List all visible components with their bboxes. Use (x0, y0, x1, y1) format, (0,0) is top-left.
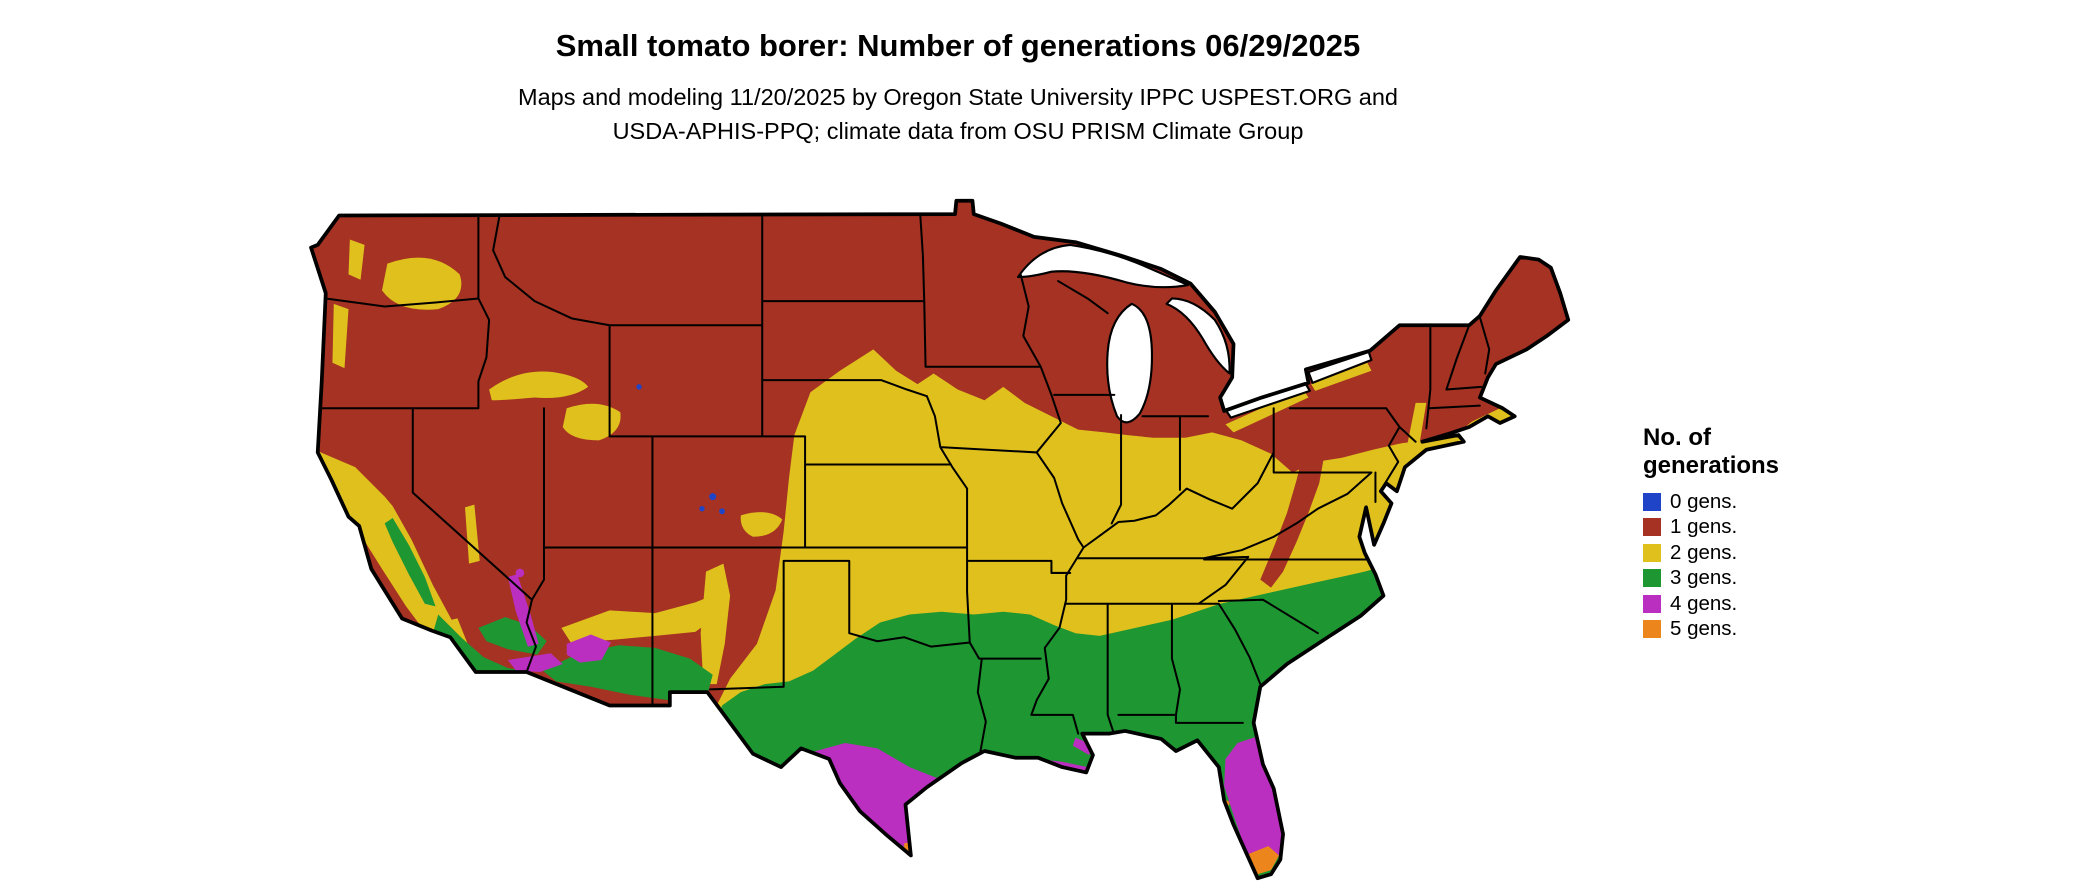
legend-item-4-gens: 4 gens. (1643, 591, 1779, 617)
legend-item-3-gens: 3 gens. (1643, 566, 1779, 592)
us-generations-map (304, 186, 1590, 892)
lake-michigan (1106, 302, 1154, 424)
band-5-generations (904, 800, 1280, 875)
band-0-generations (636, 384, 726, 515)
great-lakes (1016, 243, 1373, 424)
subtitle-line-2: USDA-APHIS-PPQ; climate data from OSU PR… (612, 118, 1304, 144)
legend-item-2-gens: 2 gens. (1643, 540, 1779, 566)
legend-swatch-2-gens (1643, 543, 1661, 562)
legend-title-line-2: generations (1643, 452, 1780, 479)
legend-item-1-gens: 1 gens. (1643, 515, 1779, 541)
us-outline (309, 198, 1571, 881)
legend-swatch-5-gens (1643, 620, 1661, 639)
legend-title: No. of generations (1643, 424, 1779, 480)
band-1-generation-mountains (373, 448, 1325, 620)
legend-item-0-gens: 0 gens. (1643, 489, 1779, 515)
legend-swatch-0-gens (1643, 492, 1661, 511)
legend-items: 0 gens. 1 gens. 2 gens. 3 gens. 4 gens. … (1643, 489, 1779, 642)
legend-swatch-3-gens (1643, 569, 1661, 588)
map-subtitle: Maps and modeling 11/20/2025 by Oregon S… (0, 80, 1916, 148)
legend: No. of generations 0 gens. 1 gens. 2 gen… (1643, 424, 1779, 642)
legend-swatch-4-gens (1643, 594, 1661, 613)
lake-huron (1165, 297, 1231, 375)
lake-superior (1016, 243, 1190, 289)
legend-swatch-1-gens (1643, 518, 1661, 537)
subtitle-line-1: Maps and modeling 11/20/2025 by Oregon S… (518, 84, 1398, 110)
legend-item-5-gens: 5 gens. (1643, 617, 1779, 643)
header: Small tomato borer: Number of generation… (0, 0, 1916, 148)
map-title: Small tomato borer: Number of generation… (555, 28, 1361, 63)
us-map-svg (309, 198, 1571, 881)
state-borders (319, 213, 1491, 753)
legend-title-line-1: No. of (1643, 424, 1711, 451)
